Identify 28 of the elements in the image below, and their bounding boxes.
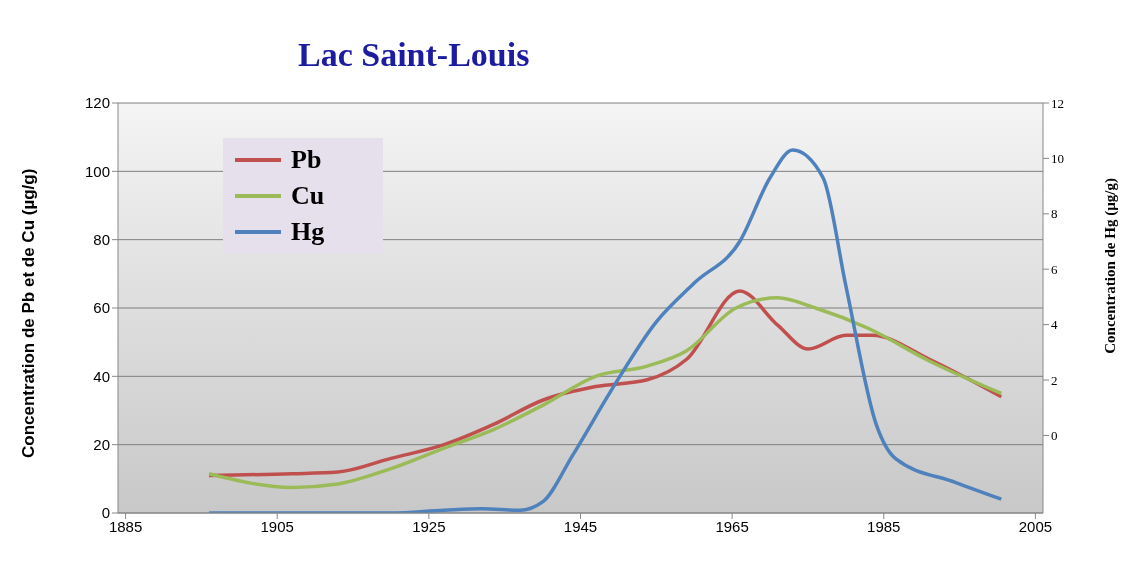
x-tick-label: 2005 [1018,517,1053,535]
y-axis-title: Concentration de Pb et de Cu (µg/g) [19,168,39,458]
y-tick-label: 100 [84,162,110,180]
y2-tick-label: 8 [1051,206,1058,222]
y2-tick-label: 2 [1051,372,1058,388]
y-tick-label: 120 [84,94,110,112]
y2-axis-title: Concentration de Hg (µg/g) [1102,178,1120,354]
x-tick-label: 1905 [260,517,294,535]
x-tick-label: 1985 [867,517,901,535]
x-tick-label: 1945 [563,517,598,535]
y-tick-label: 20 [93,435,110,453]
x-tick-label: 1885 [108,517,143,535]
y-tick-label: 80 [93,230,110,248]
y-tick-label: 40 [93,367,110,385]
legend-label: Hg [291,217,325,247]
y2-tick-label: 6 [1051,261,1058,277]
legend-label: Cu [291,181,325,211]
x-tick-label: 1925 [412,517,446,535]
y-tick-label: 60 [93,299,110,317]
y2-tick-label: 0 [1051,428,1058,444]
y2-tick-label: 10 [1051,151,1064,167]
y2-tick-label: 4 [1051,317,1058,333]
y-tick-label: 0 [101,504,110,522]
line-series [207,148,1004,513]
y2-tick-label: 12 [1051,95,1064,111]
chart-title: Lac Saint-Louis [298,36,530,74]
x-tick-label: 1965 [715,517,749,535]
legend-label: Pb [291,145,322,175]
